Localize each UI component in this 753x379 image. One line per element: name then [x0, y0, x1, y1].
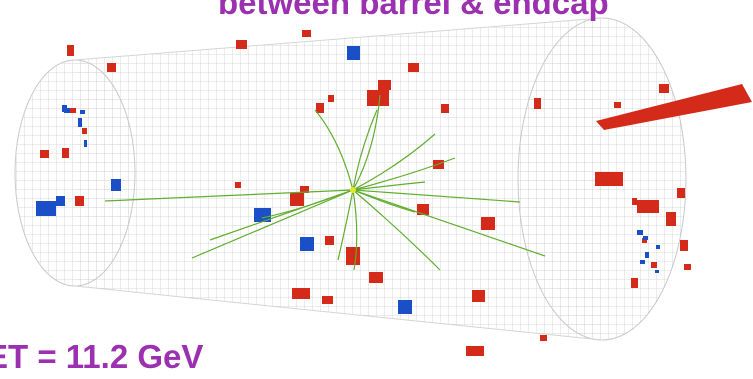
- right-endcap-hits: [632, 198, 660, 268]
- ecal-deposit: [80, 110, 85, 114]
- track: [352, 189, 358, 271]
- ecal-deposit: [254, 208, 271, 222]
- hcal-deposit: [632, 198, 637, 205]
- ecal-deposit: [640, 260, 645, 264]
- hcal-deposit: [236, 40, 247, 49]
- hcal-deposit: [75, 196, 84, 206]
- hcal-tower: [596, 84, 752, 130]
- hcal-deposit: [659, 84, 669, 93]
- hcal-deposit: [534, 98, 541, 109]
- detector-barrel: [14, 17, 687, 341]
- hcal-deposit: [631, 278, 638, 288]
- hcal-deposit: [481, 217, 495, 230]
- track: [352, 94, 381, 191]
- ecal-deposit: [111, 179, 121, 191]
- track: [352, 133, 436, 191]
- caption-bottom: ET = 11.2 GeV: [0, 338, 204, 375]
- hcal-deposit: [67, 45, 74, 56]
- interaction-vertex: [350, 187, 356, 193]
- caption-top: between barrel & endcap: [218, 0, 609, 21]
- track: [352, 189, 546, 257]
- hcal-deposit: [346, 247, 360, 265]
- hcal-deposit: [316, 103, 324, 113]
- ecal-deposit: [643, 236, 648, 240]
- hcal-deposit: [62, 148, 69, 158]
- hcal-deposit: [235, 182, 241, 188]
- hcal-deposit: [417, 204, 429, 215]
- hcal-deposit: [645, 252, 649, 258]
- hcal-deposit: [322, 296, 333, 304]
- ecal-deposit: [64, 108, 70, 113]
- hcal-deposit: [466, 346, 484, 356]
- hcal-deposit: [684, 264, 691, 270]
- hcal-deposit: [642, 238, 647, 243]
- hcal-deposit: [441, 104, 449, 113]
- hcal-deposit: [408, 63, 419, 72]
- ecal-deposit: [655, 270, 659, 273]
- barrel-left-endcap: [14, 59, 136, 287]
- hcal-deposit: [651, 262, 657, 268]
- ecal-deposits: [36, 46, 659, 314]
- hcal-deposit: [540, 335, 547, 341]
- hcal-deposit: [367, 90, 389, 106]
- track: [261, 189, 354, 219]
- barrel-top-edge: [74, 17, 603, 61]
- hcal-deposit: [78, 118, 82, 127]
- track: [352, 181, 426, 191]
- hcal-deposit: [82, 128, 87, 134]
- track: [352, 109, 378, 191]
- hcal-deposit: [614, 102, 621, 108]
- hcal-deposit: [637, 230, 643, 235]
- track: [352, 189, 521, 203]
- hcal-deposit: [680, 240, 688, 251]
- hcal-deposit: [107, 63, 116, 72]
- hcal-deposit: [666, 212, 676, 226]
- ecal-deposit: [300, 237, 314, 251]
- hcal-deposit: [472, 290, 485, 302]
- hcal-deposit: [656, 245, 660, 249]
- hcal-deposit: [369, 272, 383, 283]
- track: [337, 189, 354, 261]
- tracks: [104, 94, 546, 271]
- hcal-deposit: [677, 188, 685, 198]
- track: [352, 189, 441, 271]
- hcal-deposit: [325, 236, 334, 245]
- track: [104, 189, 354, 202]
- hcal-deposit: [302, 30, 311, 37]
- hcal-deposit: [40, 150, 49, 158]
- ecal-deposit: [36, 201, 56, 216]
- hcal-deposit: [84, 140, 87, 147]
- hcal-deposit: [292, 288, 310, 299]
- ecal-deposit: [56, 196, 65, 206]
- ecal-deposit: [347, 46, 360, 60]
- track: [352, 157, 456, 191]
- hcal-deposit: [378, 80, 391, 90]
- barrel-bottom-edge: [74, 285, 603, 341]
- track: [191, 189, 354, 259]
- hcal-deposit: [70, 108, 76, 113]
- track: [314, 109, 354, 191]
- hcal-deposit: [637, 200, 659, 213]
- hcal-deposit: [290, 193, 304, 206]
- hcal-deposit: [300, 186, 309, 193]
- hcal-deposit: [595, 172, 623, 186]
- track: [352, 189, 416, 213]
- ecal-deposit: [398, 300, 412, 314]
- hcal-deposit: [328, 95, 334, 102]
- barrel-mesh: [75, 18, 602, 340]
